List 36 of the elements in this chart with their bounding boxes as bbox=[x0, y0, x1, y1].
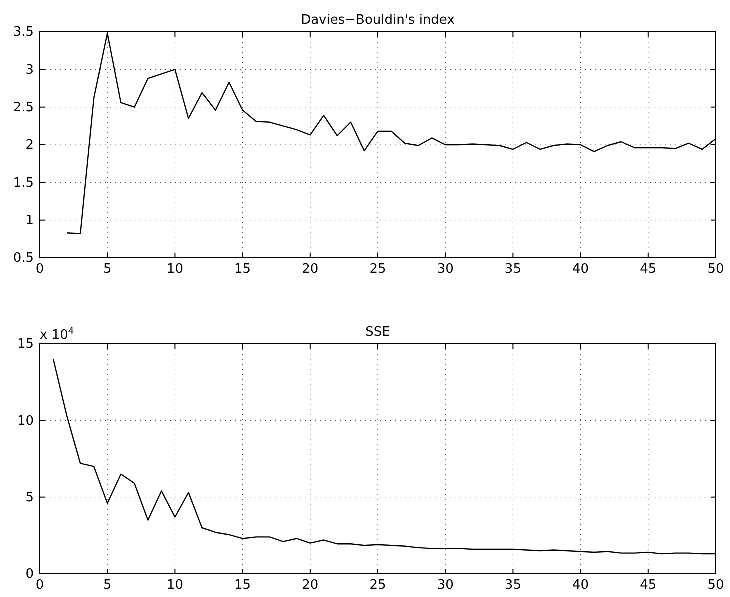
x-tick-label: 0 bbox=[36, 578, 44, 594]
x-tick-label: 0 bbox=[36, 262, 44, 278]
x-tick-label: 10 bbox=[166, 578, 184, 594]
x-tick-label: 45 bbox=[640, 578, 657, 594]
x-tick-label: 15 bbox=[234, 578, 252, 594]
y-tick-label: 10 bbox=[17, 414, 34, 429]
x-tick-label: 40 bbox=[572, 578, 590, 594]
x-tick-label: 25 bbox=[370, 578, 386, 594]
x-tick-label: 5 bbox=[103, 578, 112, 594]
x-tick-label: 30 bbox=[437, 262, 454, 278]
chart-title: Davies−Bouldin's index bbox=[301, 13, 456, 28]
x-tick-label: 50 bbox=[708, 262, 724, 278]
y-tick-label: 1.5 bbox=[13, 176, 34, 191]
y-tick-label: 3 bbox=[26, 62, 34, 78]
y-tick-label: 1 bbox=[26, 213, 34, 228]
text: x 10$^{4}$ bbox=[40, 327, 74, 343]
x-tick-label: 10 bbox=[166, 262, 184, 278]
x-tick-label: 25 bbox=[370, 262, 386, 278]
y-tick-label: 3.5 bbox=[13, 25, 34, 40]
x-tick-label: 40 bbox=[572, 262, 590, 278]
x-tick-label: 5 bbox=[103, 262, 112, 278]
y-tick-label: 0 bbox=[26, 567, 34, 582]
x-tick-label: 45 bbox=[640, 262, 657, 278]
x-tick-label: 30 bbox=[437, 578, 454, 594]
x-tick-label: 50 bbox=[708, 578, 724, 594]
x-tick-label: 35 bbox=[504, 262, 522, 278]
x-tick-label: 35 bbox=[504, 578, 522, 594]
x-tick-label: 15 bbox=[234, 262, 252, 278]
x-tick-label: 20 bbox=[302, 578, 319, 594]
y-tick-label: 0.5 bbox=[13, 251, 34, 266]
y-tick-label: 15 bbox=[17, 337, 34, 352]
y-tick-label: 2.5 bbox=[13, 100, 34, 116]
chart-title: SSE bbox=[366, 325, 390, 340]
y-tick-label: 5 bbox=[26, 490, 34, 506]
x-tick-label: 20 bbox=[302, 262, 319, 278]
y-tick-label: 2 bbox=[26, 138, 34, 154]
